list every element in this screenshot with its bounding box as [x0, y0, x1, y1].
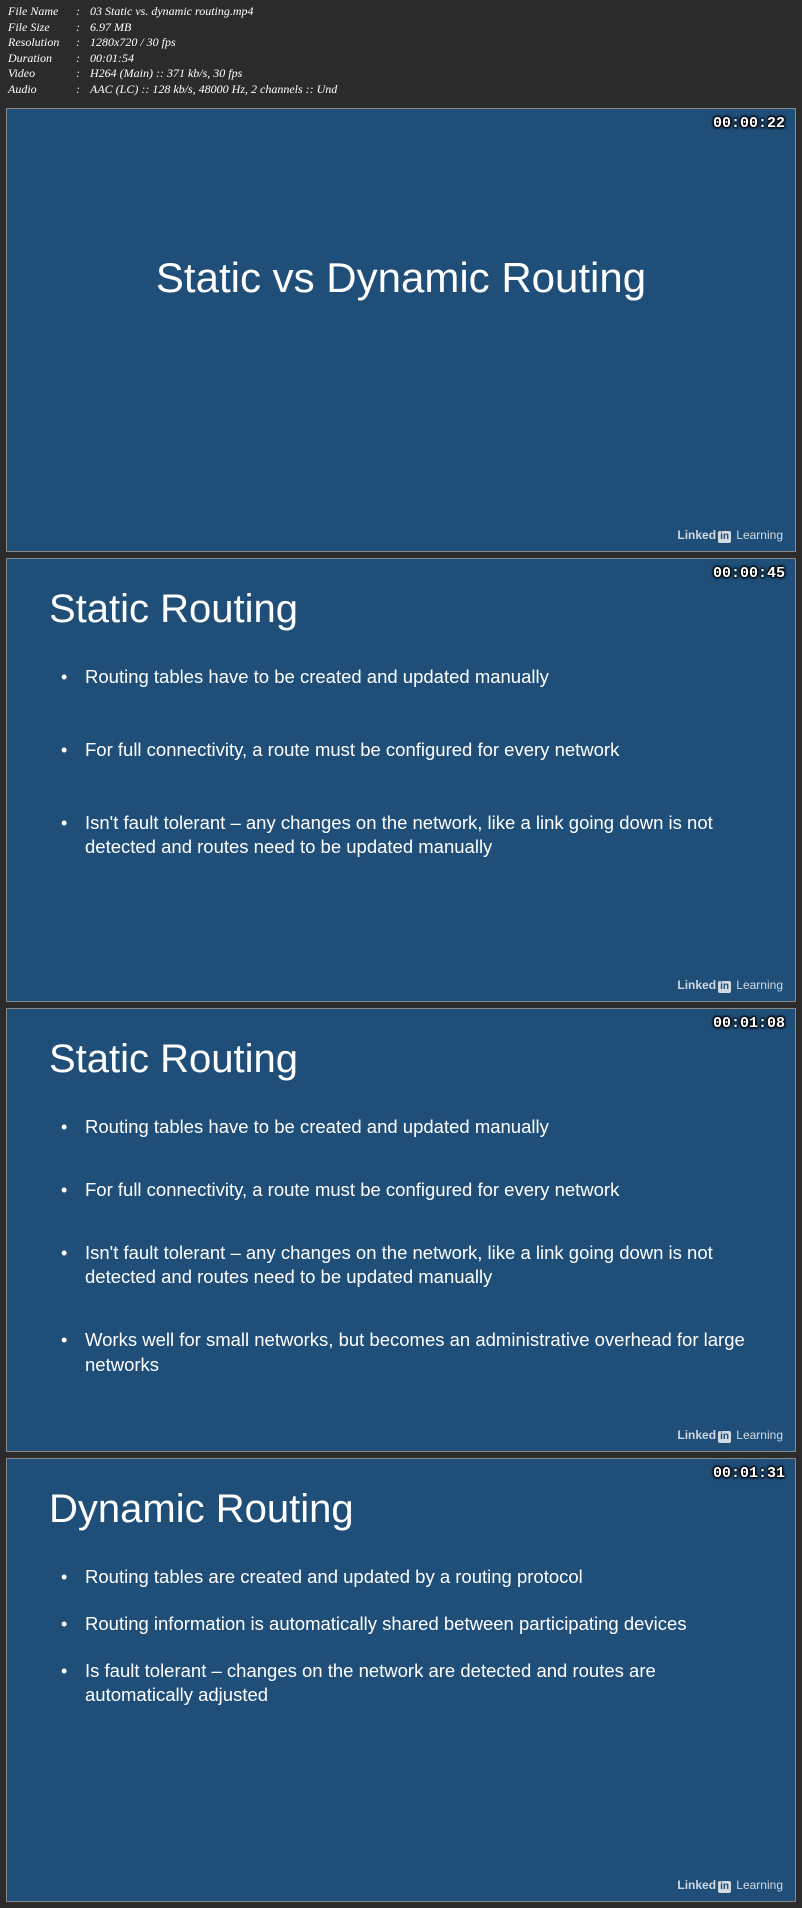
metadata-separator: :: [76, 4, 90, 20]
watermark-in-icon: in: [718, 981, 731, 993]
video-frame-slide: 00:01:31 Dynamic Routing Routing tables ar…: [6, 1458, 796, 1902]
watermark-in-icon: in: [718, 1881, 731, 1893]
slide-bullet-item: Works well for small networks, but becom…: [61, 1328, 753, 1378]
frame-timestamp: 00:00:45: [713, 565, 785, 582]
metadata-value: 00:01:54: [90, 51, 134, 67]
watermark-linked: Linked: [677, 1878, 716, 1892]
slide-heading: Dynamic Routing: [49, 1487, 354, 1532]
metadata-row: Duration:00:01:54: [8, 51, 794, 67]
video-frame-slide: 00:00:22 Static vs Dynamic Routing Linkedi…: [6, 108, 796, 552]
metadata-separator: :: [76, 82, 90, 98]
slide-bullet-item: For full connectivity, a route must be c…: [61, 1178, 753, 1203]
metadata-row: Resolution:1280x720 / 30 fps: [8, 35, 794, 51]
slide-bullet-list: Routing tables are created and updated b…: [61, 1565, 753, 1709]
metadata-value: 1280x720 / 30 fps: [90, 35, 176, 51]
video-frame-slide: 00:01:08 Static Routing Routing tables hav…: [6, 1008, 796, 1452]
slide-bullet-list: Routing tables have to be created and up…: [61, 1115, 753, 1379]
metadata-value: 03 Static vs. dynamic routing.mp4: [90, 4, 254, 20]
metadata-separator: :: [76, 20, 90, 36]
watermark-linked: Linked: [677, 528, 716, 542]
frame-timestamp: 00:01:31: [713, 1465, 785, 1482]
watermark-learning: Learning: [733, 978, 783, 992]
metadata-label: File Size: [8, 20, 76, 36]
linkedin-learning-watermark: Linkedin Learning: [677, 978, 783, 993]
metadata-label: File Name: [8, 4, 76, 20]
file-metadata-panel: File Name:03 Static vs. dynamic routing.…: [0, 0, 802, 104]
metadata-row: File Size:6.97 MB: [8, 20, 794, 36]
slide-title: Static vs Dynamic Routing: [7, 254, 795, 302]
slide-bullet-item: Routing tables have to be created and up…: [61, 665, 753, 690]
slide-bullet-item: Routing tables have to be created and up…: [61, 1115, 753, 1140]
metadata-row: Audio:AAC (LC) :: 128 kb/s, 48000 Hz, 2 …: [8, 82, 794, 98]
metadata-value: H264 (Main) :: 371 kb/s, 30 fps: [90, 66, 242, 82]
slide-bullet-item: Isn't fault tolerant – any changes on th…: [61, 811, 753, 861]
metadata-row: Video:H264 (Main) :: 371 kb/s, 30 fps: [8, 66, 794, 82]
metadata-label: Duration: [8, 51, 76, 67]
linkedin-learning-watermark: Linkedin Learning: [677, 1428, 783, 1443]
watermark-linked: Linked: [677, 1428, 716, 1442]
watermark-learning: Learning: [733, 1878, 783, 1892]
metadata-label: Audio: [8, 82, 76, 98]
slide-bullet-item: Routing tables are created and updated b…: [61, 1565, 753, 1590]
slide-heading: Static Routing: [49, 1037, 298, 1082]
watermark-linked: Linked: [677, 978, 716, 992]
frame-timestamp: 00:00:22: [713, 115, 785, 132]
linkedin-learning-watermark: Linkedin Learning: [677, 1878, 783, 1893]
watermark-in-icon: in: [718, 531, 731, 543]
linkedin-learning-watermark: Linkedin Learning: [677, 528, 783, 543]
slide-bullet-item: Is fault tolerant – changes on the netwo…: [61, 1659, 753, 1709]
slide-bullet-item: For full connectivity, a route must be c…: [61, 738, 753, 763]
watermark-in-icon: in: [718, 1431, 731, 1443]
metadata-label: Video: [8, 66, 76, 82]
slide-heading: Static Routing: [49, 587, 298, 632]
metadata-label: Resolution: [8, 35, 76, 51]
slide-bullet-list: Routing tables have to be created and up…: [61, 665, 753, 861]
metadata-value: 6.97 MB: [90, 20, 131, 36]
metadata-separator: :: [76, 51, 90, 67]
video-frame-slide: 00:00:45 Static Routing Routing tables hav…: [6, 558, 796, 1002]
metadata-separator: :: [76, 35, 90, 51]
metadata-value: AAC (LC) :: 128 kb/s, 48000 Hz, 2 channe…: [90, 82, 337, 98]
frame-timestamp: 00:01:08: [713, 1015, 785, 1032]
slide-bullet-item: Routing information is automatically sha…: [61, 1612, 753, 1637]
metadata-separator: :: [76, 66, 90, 82]
watermark-learning: Learning: [733, 528, 783, 542]
slide-bullet-item: Isn't fault tolerant – any changes on th…: [61, 1241, 753, 1291]
metadata-row: File Name:03 Static vs. dynamic routing.…: [8, 4, 794, 20]
watermark-learning: Learning: [733, 1428, 783, 1442]
